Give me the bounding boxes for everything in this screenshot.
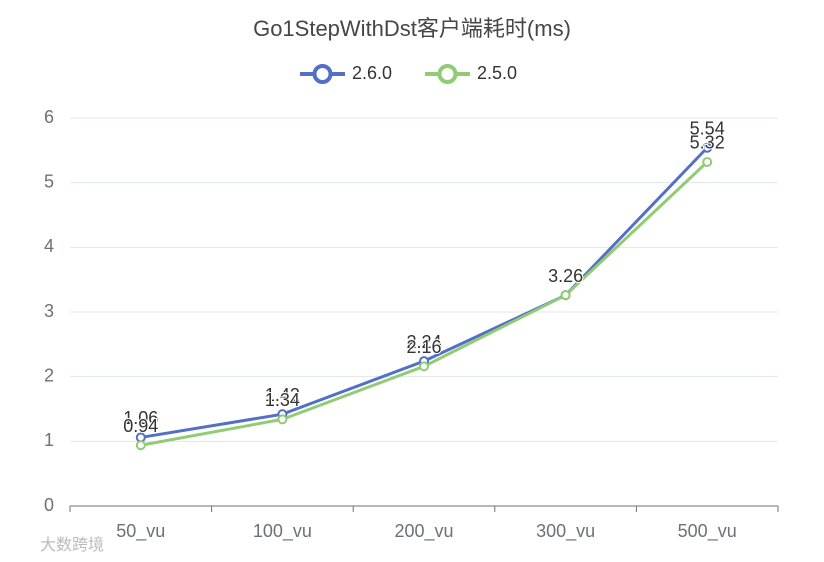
legend-marker: [312, 64, 333, 84]
y-tick-label: 1: [44, 430, 54, 450]
y-tick-label: 5: [44, 171, 54, 191]
legend-label: 2.5.0: [477, 63, 517, 83]
x-tick-label: 100_vu: [253, 521, 312, 542]
point: [702, 156, 713, 167]
x-tick-label: 300_vu: [536, 521, 595, 542]
data-label: 0.94: [123, 416, 158, 436]
y-tick-label: 0: [44, 495, 54, 515]
data-label: 3.26: [548, 266, 583, 286]
point: [277, 414, 288, 425]
x-tick-label: 50_vu: [116, 521, 165, 542]
point: [419, 361, 429, 372]
data-label: 5.54: [690, 118, 725, 138]
legend-label: 2.6.0: [352, 63, 392, 83]
data-label: 5.32: [690, 133, 725, 153]
legend-marker: [437, 64, 458, 84]
watermark: 大数跨境: [40, 535, 104, 554]
point: [560, 290, 571, 301]
data-label: 3.26: [548, 266, 583, 286]
y-tick-label: 6: [44, 107, 54, 127]
data-label: 1.42: [265, 385, 300, 405]
x-tick-label: 200_vu: [394, 521, 453, 542]
x-tick-label: 500_vu: [678, 521, 737, 542]
data-label: 1.06: [123, 408, 158, 428]
series-line: [140, 160, 709, 447]
y-tick-label: 4: [44, 236, 54, 256]
data-label: 1.34: [265, 390, 300, 410]
y-tick-label: 2: [44, 365, 54, 385]
point: [135, 440, 146, 451]
y-tick-label: 3: [44, 301, 54, 321]
series-line: [140, 146, 709, 439]
data-label: 2.24: [406, 332, 441, 352]
data-label: 2.16: [406, 337, 441, 357]
point: [702, 142, 713, 153]
chart-title: Go1StepWithDst客户端耗时(ms): [253, 16, 571, 41]
